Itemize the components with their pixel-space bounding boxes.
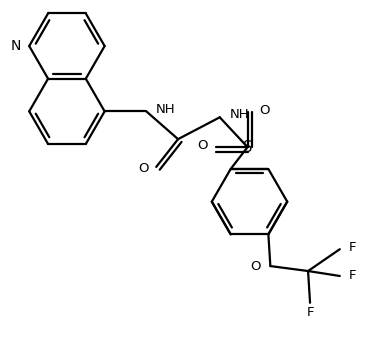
Text: NH: NH (156, 103, 176, 116)
Text: F: F (306, 306, 314, 319)
Text: O: O (260, 104, 270, 117)
Text: O: O (250, 260, 260, 273)
Text: N: N (11, 39, 21, 53)
Text: O: O (138, 163, 148, 176)
Text: S: S (243, 140, 252, 155)
Text: F: F (349, 241, 356, 254)
Text: O: O (197, 139, 208, 152)
Text: F: F (349, 269, 356, 282)
Text: NH: NH (230, 108, 249, 121)
